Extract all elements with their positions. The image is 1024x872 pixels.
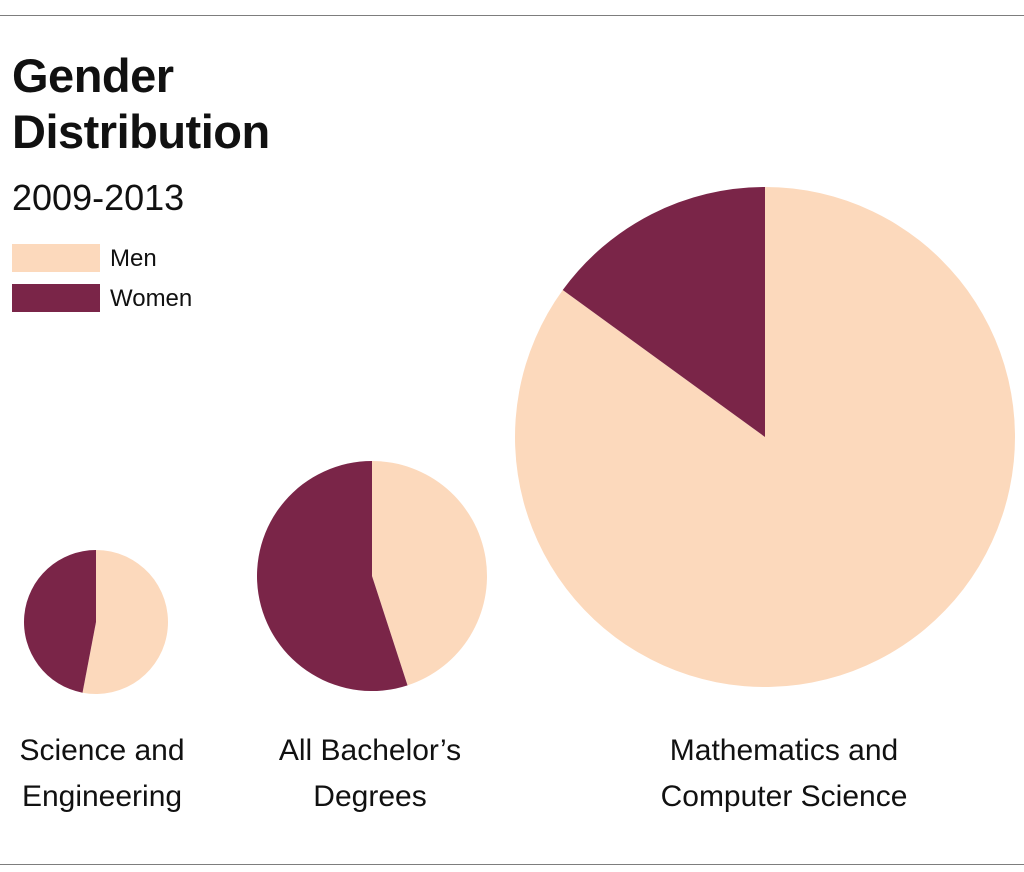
chart-title-line-2: Distribution xyxy=(12,105,270,158)
chart-title-line-1: Gender xyxy=(12,49,174,102)
category-label-line: Engineering xyxy=(21,780,183,813)
bottom-rule xyxy=(0,864,1024,865)
pie-science-engineering xyxy=(24,550,169,694)
pie-slice-men-science-engineering xyxy=(82,550,169,694)
legend-swatch-men xyxy=(12,244,100,272)
top-rule xyxy=(0,15,1024,16)
category-label-science-engineering: Science and Engineering xyxy=(2,728,202,820)
category-label-line: Mathematics and xyxy=(669,734,899,767)
pie-slice-women-all-bachelors xyxy=(256,461,408,691)
legend-label-men: Men xyxy=(110,245,157,272)
chart-title: Gender Distribution xyxy=(12,48,392,160)
category-label-all-bachelors: All Bachelor’s Degrees xyxy=(250,728,490,820)
category-label-line: Computer Science xyxy=(660,780,908,813)
legend-swatch-women xyxy=(12,284,100,312)
category-label-line: All Bachelor’s xyxy=(278,734,462,767)
pie-all-bachelors xyxy=(256,461,487,691)
category-label-line: Science and xyxy=(19,734,185,767)
legend-label-women: Women xyxy=(110,285,193,312)
pie-math-cs xyxy=(515,187,1015,687)
category-label-line: Degrees xyxy=(313,780,427,813)
category-label-math-cs: Mathematics and Computer Science xyxy=(614,728,954,820)
chart-subtitle: 2009-2013 xyxy=(12,177,185,218)
pie-slice-men-all-bachelors xyxy=(372,461,487,686)
pie-slice-women-math-cs xyxy=(562,187,765,437)
pie-slice-women-science-engineering xyxy=(24,550,97,693)
